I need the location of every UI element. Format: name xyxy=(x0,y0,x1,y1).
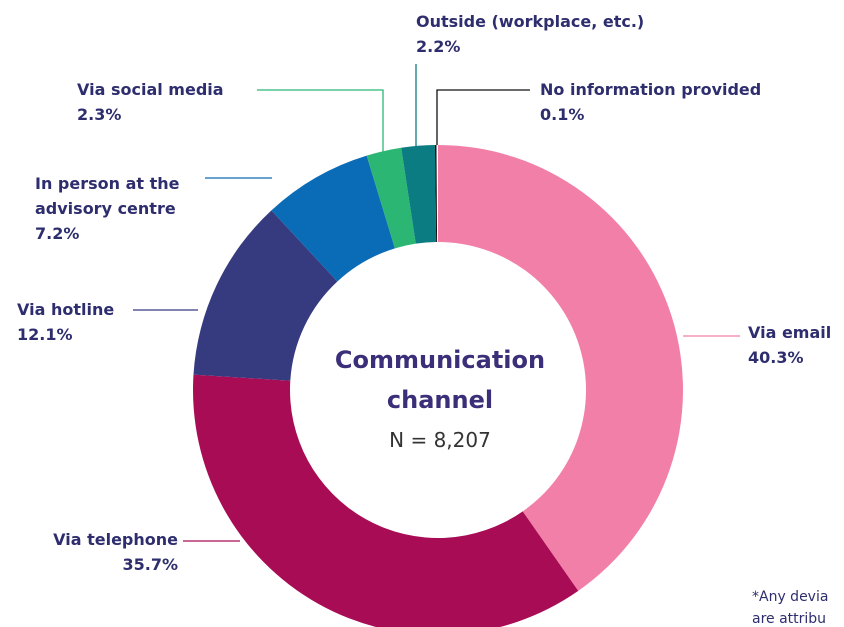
category-label: In person at the advisory centre xyxy=(35,174,180,218)
slice xyxy=(271,155,395,282)
value-label: 2.2% xyxy=(416,37,461,56)
category-label: No information provided xyxy=(540,80,762,99)
chart-subtitle: N = 8,207 xyxy=(389,428,491,452)
leader-line xyxy=(436,89,530,145)
footnote-line: are attribu xyxy=(752,611,827,627)
value-label: 2.3% xyxy=(77,105,122,124)
category-label: Via email xyxy=(748,323,832,342)
category-label: Via telephone xyxy=(53,530,178,549)
leader-line xyxy=(257,89,384,155)
slice xyxy=(193,374,579,627)
slice-label: Via telephone 35.7% xyxy=(20,527,178,577)
category-label: Outside (workplace, etc.) xyxy=(416,12,645,31)
slice-label: Via social media 2.3% xyxy=(77,77,247,127)
slice-label: Via hotline 12.1% xyxy=(17,297,137,347)
value-label: 7.2% xyxy=(35,224,80,243)
value-label: 12.1% xyxy=(17,325,73,344)
slice-label: In person at the advisory centre 7.2% xyxy=(35,171,205,246)
slice xyxy=(366,147,416,249)
value-label: 40.3% xyxy=(748,348,804,367)
slice-label: No information provided 0.1% xyxy=(540,77,810,127)
category-label: Via social media xyxy=(77,80,224,99)
footnote-line: *Any devia xyxy=(752,589,829,605)
value-label: 35.7% xyxy=(122,555,178,574)
slice-label: Outside (workplace, etc.) 2.2% xyxy=(416,9,706,59)
slice-label: Via email 40.3% xyxy=(748,320,844,370)
slice xyxy=(434,145,438,243)
category-label: Via hotline xyxy=(17,300,115,319)
slice xyxy=(193,210,338,381)
slice xyxy=(401,145,437,244)
chart-title: Communication channel xyxy=(334,346,546,414)
value-label: 0.1% xyxy=(540,105,585,124)
slice xyxy=(438,145,683,591)
footnote: *Any devia are attribu xyxy=(752,586,828,627)
